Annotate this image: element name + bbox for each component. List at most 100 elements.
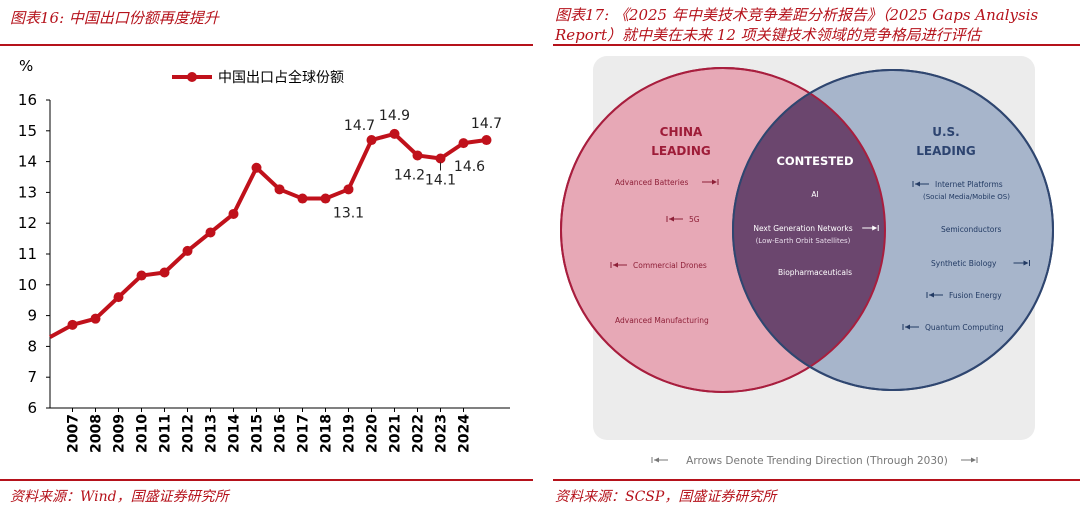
x-tick-label: 2009 [112,414,128,453]
data-point [389,128,400,139]
data-label: 13.1 [333,205,364,221]
data-point [366,135,377,146]
trend-arrow-left [926,292,943,298]
y-tick-label: 11 [18,245,37,263]
data-label: 14.7 [471,116,502,132]
data-point [274,184,285,195]
y-tick-label: 12 [18,214,37,232]
data-point [228,208,239,219]
x-tick-label: 2007 [66,414,82,453]
x-tick-label: 2014 [227,414,243,453]
data-point [182,245,193,256]
us-leading-heading-line2: LEADING [916,144,975,158]
x-tick-label: 2020 [365,414,381,453]
trend-arrow-left [902,324,919,330]
data-point [159,267,170,278]
x-tick-label: 2010 [135,414,151,453]
y-axis-unit-label: % [19,57,33,75]
trend-arrow-right [1013,260,1030,266]
arrows-footnote: Arrows Denote Trending Direction (Throug… [686,455,948,467]
x-tick-label: 2018 [319,414,335,453]
trend-arrow-left [610,262,627,268]
data-point [458,138,469,149]
legend-label: 中国出口占全球份额 [218,69,344,86]
x-tick-label: 2012 [181,414,197,453]
y-tick-label: 6 [27,399,37,417]
us-leading-heading-line1: U.S. [932,125,960,139]
data-label: 14.9 [379,108,410,124]
x-tick-label: 2023 [434,414,450,453]
us-leading-item: Internet Platforms [935,180,1003,189]
x-tick-label: 2011 [158,414,174,453]
data-label: 14.7 [344,118,375,134]
y-tick-label: 13 [18,183,37,201]
y-tick-label: 10 [18,276,37,294]
right-source-rule [553,479,1080,481]
us-leading-item: Synthetic Biology [931,259,997,268]
contested-overlap-region [733,70,885,390]
x-tick-label: 2022 [411,414,427,453]
data-point [113,292,124,303]
contested-item-subtitle: (Low-Earth Orbit Satellites) [756,237,851,245]
contested-item: AI [811,190,818,199]
us-leading-item: Fusion Energy [949,291,1002,300]
china-leading-item: Advanced Batteries [615,178,688,187]
y-tick-label: 15 [18,122,37,140]
china-leading-item: Advanced Manufacturing [615,316,709,325]
x-tick-label: 2008 [89,414,105,453]
y-tick-label: 8 [27,337,37,355]
y-tick-label: 16 [18,91,37,109]
data-point [320,193,331,204]
left-title-rule [0,44,533,46]
export-share-line-chart: % 6 7 8 9 10 11 12 13 14 15 16 2007 2008 2009 2010 2011 2… [18,57,510,453]
left-figure-panel: 图表16: 中国出口份额再度提升 % 6 7 8 9 10 11 12 13 14 15 16 2007… [0,0,533,511]
trend-arrow-right [862,225,879,231]
us-leading-item: Semiconductors [941,225,1001,234]
x-tick-label: 2024 [457,414,473,453]
tech-competition-venn-diagram: CHINA LEADING CONTESTED U.S. LEADING Advanced… [560,56,1054,467]
left-source-note: 资料来源：Wind，国盛证券研究所 [10,489,229,505]
china-leading-item: 5G [689,215,700,224]
us-leading-item: Quantum Computing [925,323,1004,332]
trend-arrow-right [702,179,719,185]
legend-marker [187,72,197,82]
y-tick-label: 7 [27,368,37,386]
x-tick-label: 2016 [273,414,289,453]
data-point [67,319,78,330]
x-tick-label: 2019 [342,414,358,453]
x-tick-label: 2021 [388,414,404,453]
data-point [343,184,354,195]
data-label: 14.1 [425,173,456,189]
data-label: 14.6 [454,159,485,175]
right-figure-title: 图表17: 《2025 年中美技术竞争差距分析报告》（2025 Gaps Ana… [555,6,1039,44]
series-line-export-share [49,131,487,339]
y-tick-label: 9 [27,307,37,325]
china-leading-outline [560,67,886,393]
x-tick-label: 2015 [250,414,266,453]
data-point [205,227,216,238]
data-point [251,162,262,173]
left-source-rule [0,479,533,481]
right-figure-panel: 图表17: 《2025 年中美技术竞争差距分析报告》（2025 Gaps Ana… [553,0,1080,511]
contested-heading: CONTESTED [776,154,853,168]
data-label: 14.2 [394,167,425,183]
left-figure-title: 图表16: 中国出口份额再度提升 [10,9,219,27]
right-title-rule [553,44,1080,46]
trend-arrow-left [666,216,683,222]
footnote-arrow-left [651,457,668,463]
data-point [90,313,101,324]
y-tick-label: 14 [18,153,37,171]
china-leading-heading-line1: CHINA [660,125,703,139]
contested-item: Next Generation Networks [753,224,852,233]
data-point [136,270,147,281]
footnote-arrow-right [961,457,978,463]
us-leading-item-subtitle: (Social Media/Mobile OS) [923,193,1010,201]
x-tick-label: 2017 [296,414,312,453]
data-point [481,135,492,146]
right-source-note: 资料来源：SCSP，国盛证券研究所 [555,489,777,505]
china-leading-heading-line2: LEADING [651,144,710,158]
data-point [297,193,308,204]
us-leading-outline [732,69,1054,391]
contested-item: Biopharmaceuticals [778,268,852,277]
data-point [412,150,423,161]
